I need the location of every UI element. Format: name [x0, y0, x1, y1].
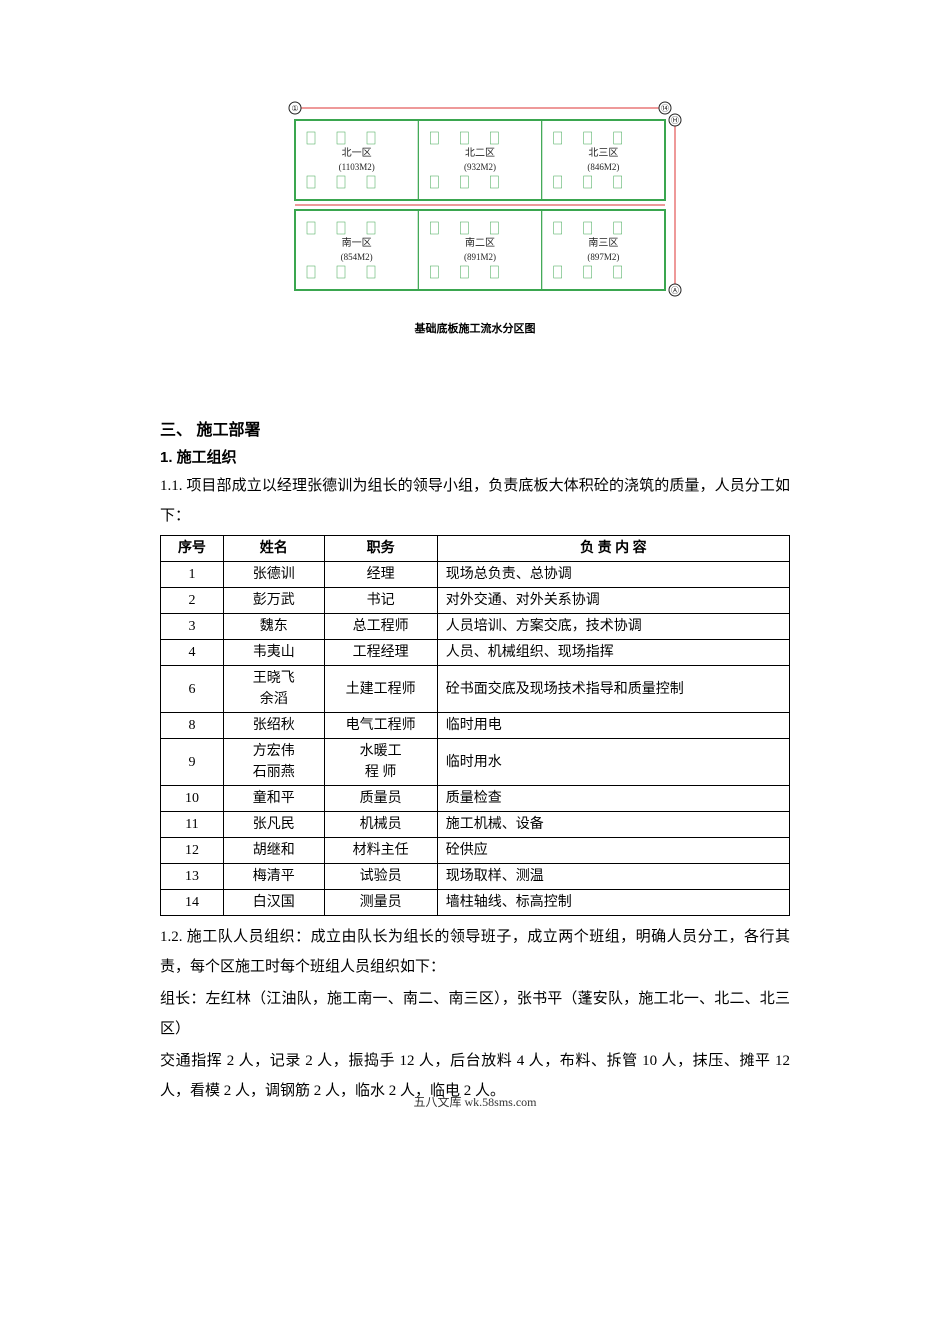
table-header-row: 序号 姓名 职务 负 责 内 容 [161, 536, 790, 562]
table-row: 13梅清平试验员现场取样、测温 [161, 864, 790, 890]
svg-text:南三区: 南三区 [588, 236, 618, 249]
svg-text:⑭: ⑭ [661, 104, 669, 113]
svg-text:(932M2): (932M2) [464, 162, 496, 172]
svg-text:南二区: 南二区 [465, 236, 495, 249]
svg-text:(897M2): (897M2) [587, 252, 619, 262]
svg-text:①: ① [291, 104, 298, 113]
table-row: 10童和平质量员质量检查 [161, 786, 790, 812]
org-subtitle: 1. 施工组织 [160, 446, 790, 467]
svg-text:北二区: 北二区 [465, 147, 495, 159]
table-row: 9方宏伟石丽燕水暖工程 师临时用水 [161, 739, 790, 786]
svg-text:(854M2): (854M2) [341, 252, 373, 262]
table-row: 1张德训经理现场总负责、总协调 [161, 562, 790, 588]
col-duty: 负 责 内 容 [437, 536, 789, 562]
svg-text:北三区: 北三区 [588, 147, 618, 159]
svg-text:(846M2): (846M2) [587, 162, 619, 172]
diagram-caption: 基础底板施工流水分区图 [160, 320, 790, 336]
svg-text:北一区: 北一区 [342, 147, 372, 159]
svg-text:Ⓗ: Ⓗ [671, 116, 679, 125]
table-row: 12胡继和材料主任砼供应 [161, 838, 790, 864]
svg-text:Ⓐ: Ⓐ [671, 286, 679, 295]
table-row: 2彭万武书记对外交通、对外关系协调 [161, 588, 790, 614]
para-1-1: 1.1. 项目部成立以经理张德训为组长的领导小组，负责底板大体积砼的浇筑的质量，… [160, 471, 790, 531]
page-footer: 五八文库 wk.58sms.com [0, 1093, 950, 1110]
table-row: 8张绍秋电气工程师临时用电 [161, 713, 790, 739]
zone-diagram: ① ⑭Ⓗ Ⓐ 北一区 (1103M2) 北二区 (932M2) 北三区 (846M2) 南一区 (8… [160, 100, 790, 310]
svg-text:南一区: 南一区 [342, 236, 372, 249]
table-row: 4韦夷山工程经理人员、机械组织、现场指挥 [161, 640, 790, 666]
table-row: 6王晓飞余滔土建工程师砼书面交底及现场技术指导和质量控制 [161, 666, 790, 713]
svg-text:(891M2): (891M2) [464, 252, 496, 262]
svg-text:(1103M2): (1103M2) [339, 162, 375, 172]
para-leader: 组长：左红林（江油队，施工南一、南二、南三区），张书平（蓬安队，施工北一、北二、… [160, 984, 790, 1044]
col-name: 姓名 [223, 536, 324, 562]
table-row: 14白汉国测量员墙柱轴线、标高控制 [161, 890, 790, 916]
table-row: 11张凡民机械员施工机械、设备 [161, 812, 790, 838]
para-1-2: 1.2. 施工队人员组织：成立由队长为组长的领导班子，成立两个班组，明确人员分工… [160, 922, 790, 982]
responsibility-table: 序号 姓名 职务 负 责 内 容 1张德训经理现场总负责、总协调2彭万武书记对外… [160, 535, 790, 916]
section-3-title: 三、 施工部署 [160, 416, 790, 440]
col-role: 职务 [324, 536, 437, 562]
col-no: 序号 [161, 536, 224, 562]
table-row: 3魏东总工程师人员培训、方案交底，技术协调 [161, 614, 790, 640]
